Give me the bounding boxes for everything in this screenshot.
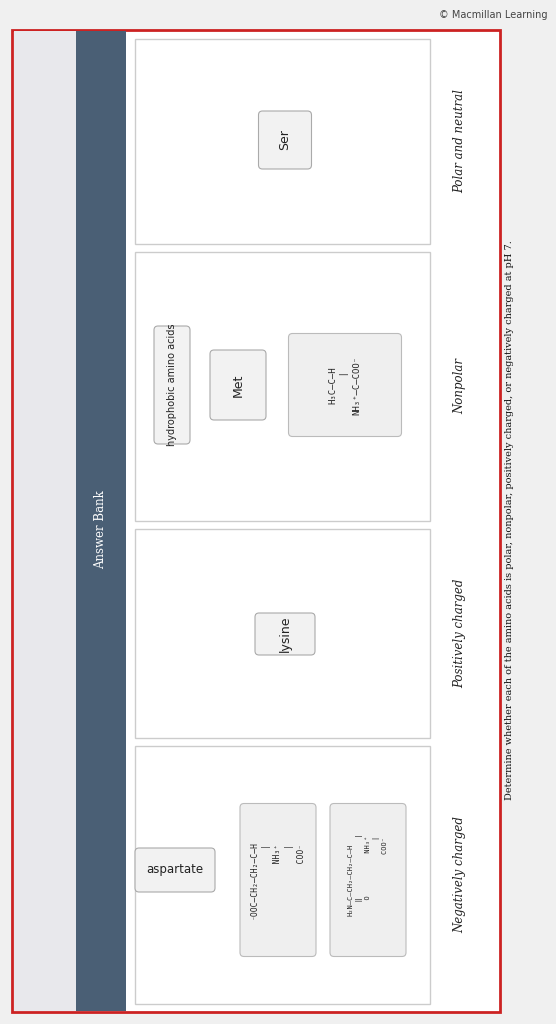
Text: Answer Bank: Answer Bank: [95, 490, 107, 569]
Text: Met: Met: [231, 374, 245, 396]
Text: Ser: Ser: [279, 130, 291, 151]
Text: aspartate: aspartate: [146, 863, 203, 877]
Text: Polar and neutral: Polar and neutral: [454, 89, 466, 194]
FancyBboxPatch shape: [135, 848, 215, 892]
FancyBboxPatch shape: [12, 30, 500, 1012]
FancyBboxPatch shape: [289, 334, 401, 436]
FancyBboxPatch shape: [240, 804, 316, 956]
FancyBboxPatch shape: [154, 326, 190, 444]
Text: lysine: lysine: [279, 615, 291, 652]
FancyBboxPatch shape: [135, 529, 430, 738]
FancyBboxPatch shape: [76, 31, 126, 1011]
FancyBboxPatch shape: [259, 111, 311, 169]
Text: Nonpolar: Nonpolar: [454, 358, 466, 415]
FancyBboxPatch shape: [210, 350, 266, 420]
FancyBboxPatch shape: [135, 252, 430, 521]
Text: hydrophobic amino acids: hydrophobic amino acids: [167, 324, 177, 446]
Text: Determine whether each of the amino acids is polar, nonpolar, positively charged: Determine whether each of the amino acid…: [505, 240, 514, 800]
FancyBboxPatch shape: [135, 39, 430, 244]
Text: Negatively charged: Negatively charged: [454, 816, 466, 934]
FancyBboxPatch shape: [330, 804, 406, 956]
Text: H₂N—C—CH₂—CH₂—C—H
      ‖              |
      O          NH₃⁺
                 : H₂N—C—CH₂—CH₂—C—H ‖ | O NH₃⁺: [348, 834, 388, 927]
Text: © Macmillan Learning: © Macmillan Learning: [439, 10, 548, 20]
FancyBboxPatch shape: [255, 613, 315, 655]
Text: Positively charged: Positively charged: [454, 579, 466, 688]
Text: ⁻OOC—CH₂—CH₂—C—H
              |
           NH₃⁺
              |
           COO⁻: ⁻OOC—CH₂—CH₂—C—H | NH₃⁺ | COO⁻: [250, 841, 306, 919]
FancyBboxPatch shape: [135, 746, 430, 1004]
FancyBboxPatch shape: [14, 31, 76, 1011]
Text: H₃C—C—H
    |
NH₃⁺—C—COO⁻: H₃C—C—H | NH₃⁺—C—COO⁻: [329, 355, 361, 415]
